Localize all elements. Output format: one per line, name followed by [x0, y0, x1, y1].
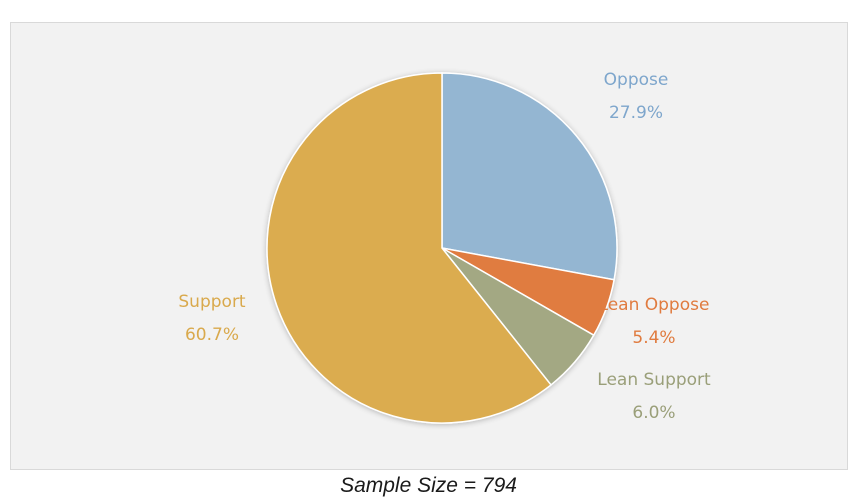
pie-slice-oppose: [441, 72, 618, 281]
slice-name-label: Lean Oppose: [599, 295, 710, 315]
slice-value-label: 60.7%: [185, 325, 239, 345]
pie-slices: [266, 72, 618, 424]
slice-value-label: 27.9%: [609, 103, 663, 123]
slice-value-label: 5.4%: [632, 328, 675, 348]
slice-name-label: Support: [178, 292, 246, 312]
sample-size-note: Sample Size = 794: [340, 474, 517, 497]
slice-name-label: Oppose: [604, 70, 669, 90]
pie-chart: Oppose 27.9% Lean Oppose 5.4% Lean Support 6.…: [178, 70, 711, 424]
chart-area: Oppose 27.9% Lean Oppose 5.4% Lean Support 6.…: [10, 22, 848, 470]
pie-slice-support: [266, 72, 553, 424]
slice-name-label: Lean Support: [597, 370, 711, 390]
pie-labels: Oppose 27.9% Lean Oppose 5.4% Lean Support 6.…: [178, 70, 711, 423]
slice-value-label: 6.0%: [632, 403, 675, 423]
chart-header-title: [0, 0, 857, 8]
